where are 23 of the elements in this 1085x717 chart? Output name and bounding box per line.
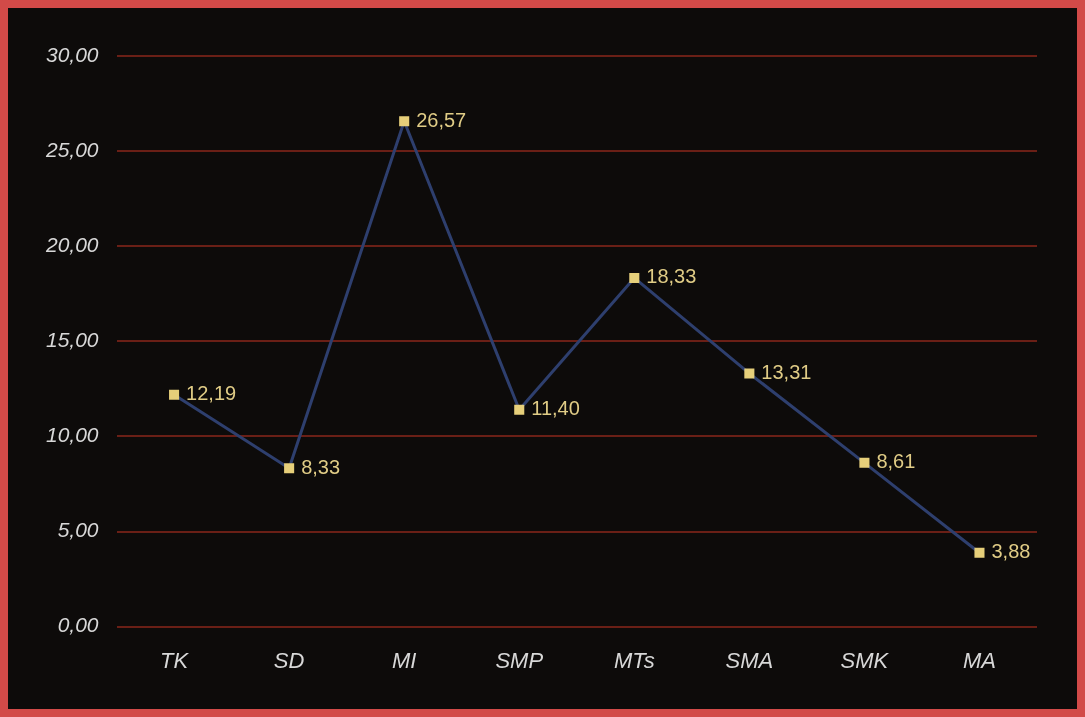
y-tick-label: 25,00 [44, 137, 99, 161]
x-tick-label: SMK [840, 647, 890, 673]
x-tick-label: MTs [613, 647, 655, 673]
y-tick-label: 10,00 [45, 423, 99, 447]
data-label: 8,33 [301, 455, 341, 478]
y-tick-label: 30,00 [45, 42, 99, 66]
x-tick-label: SMA [725, 647, 774, 673]
x-tick-label: MI [391, 647, 417, 673]
y-tick-label: 0,00 [57, 613, 99, 637]
data-label: 12,19 [186, 382, 237, 405]
x-tick-label: SD [273, 647, 305, 673]
data-label: 8,61 [876, 450, 916, 473]
y-tick-label: 5,00 [57, 518, 99, 542]
data-label: 11,40 [531, 397, 580, 420]
y-tick-label: 20,00 [44, 233, 99, 257]
y-tick-label: 15,00 [45, 328, 99, 352]
data-label: 18,33 [646, 265, 697, 288]
x-tick-label: MA [962, 647, 996, 673]
data-label: 3,88 [991, 540, 1031, 563]
x-tick-label: SMP [495, 647, 544, 673]
x-tick-label: TK [160, 647, 190, 673]
data-label: 26,57 [416, 108, 467, 131]
data-label: 13,31 [761, 360, 812, 383]
